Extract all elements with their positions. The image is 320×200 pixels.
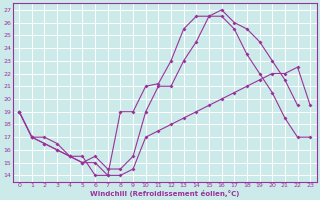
X-axis label: Windchill (Refroidissement éolien,°C): Windchill (Refroidissement éolien,°C): [90, 190, 239, 197]
